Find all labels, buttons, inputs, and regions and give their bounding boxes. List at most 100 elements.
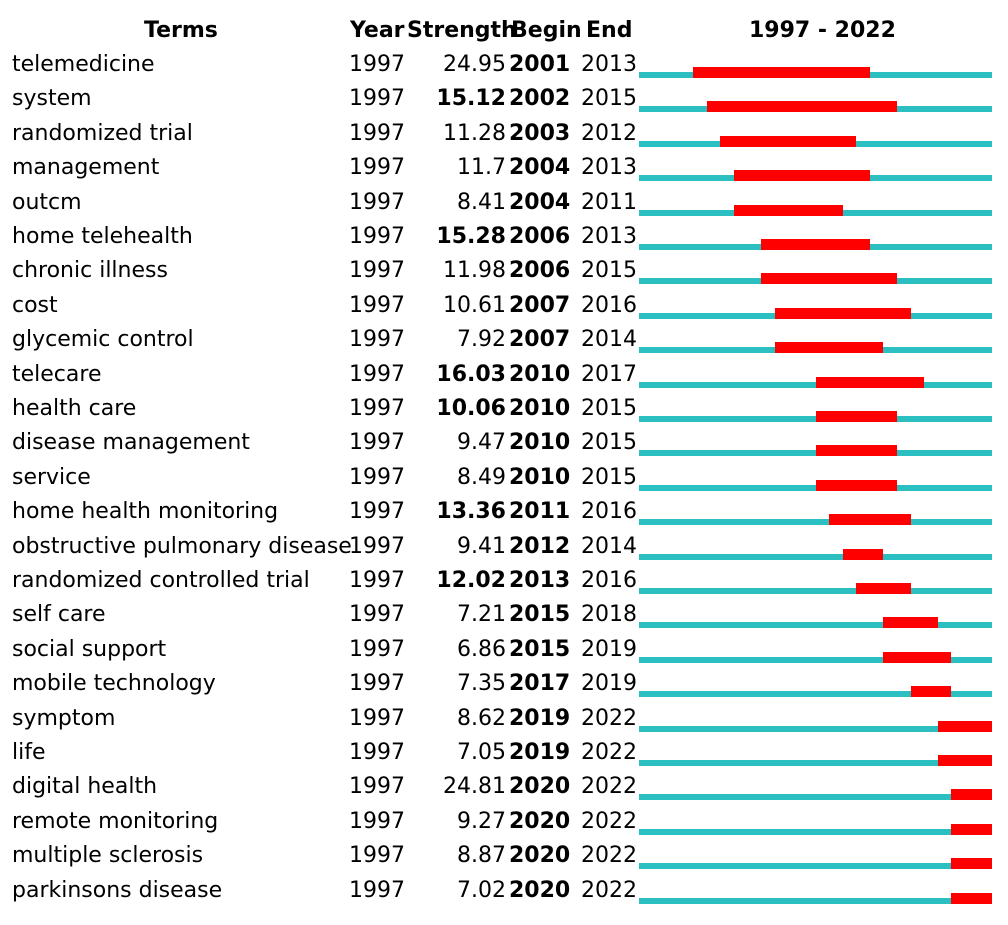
end-value: 2014 [581, 327, 637, 353]
begin-value: 2019 [509, 740, 571, 765]
burst-bar [910, 686, 952, 698]
term-label: remote monitoring [12, 808, 219, 834]
begin-value: 2020 [509, 808, 571, 834]
strength-value: 7.35 [457, 671, 506, 697]
year-value: 1997 [349, 705, 405, 731]
year-value: 1997 [349, 258, 405, 284]
burst-bar [774, 342, 884, 354]
burst-bar [951, 858, 992, 870]
begin-value: 2020 [509, 774, 571, 800]
burst-bar [693, 67, 870, 78]
end-value: 2019 [581, 671, 637, 697]
strength-value: 13.36 [436, 499, 506, 525]
begin-value: 2010 [509, 464, 571, 490]
strength-value: 8.49 [457, 464, 506, 490]
end-value: 2022 [581, 705, 637, 731]
timeline-baseline [639, 760, 992, 766]
end-value: 2011 [581, 189, 637, 215]
term-label: randomized trial [12, 120, 193, 146]
end-value: 2018 [581, 602, 637, 628]
year-value: 1997 [349, 224, 405, 249]
begin-value: 2006 [509, 224, 571, 249]
term-label: cost [12, 292, 58, 318]
strength-value: 24.81 [443, 774, 506, 800]
end-value: 2016 [581, 292, 637, 318]
begin-value: 2010 [509, 396, 571, 421]
term-label: self care [12, 602, 106, 628]
begin-value: 2015 [509, 602, 571, 628]
begin-value: 2007 [509, 292, 571, 318]
year-value: 1997 [349, 361, 405, 387]
strength-value: 10.61 [443, 292, 506, 318]
strength-value: 24.95 [443, 52, 506, 77]
term-label: life [12, 740, 46, 765]
strength-value: 10.06 [436, 396, 506, 421]
end-value: 2013 [581, 224, 637, 249]
timeline-baseline [639, 725, 992, 732]
year-value: 1997 [349, 396, 405, 421]
term-label: mobile technology [12, 671, 216, 697]
timeline-baseline [639, 897, 992, 904]
burst-bar [951, 789, 992, 801]
term-label: multiple sclerosis [12, 843, 204, 869]
year-value: 1997 [349, 808, 405, 834]
strength-value: 7.92 [457, 327, 506, 353]
term-label: randomized controlled trial [12, 568, 310, 593]
header-end: End [586, 18, 633, 43]
year-value: 1997 [349, 568, 405, 593]
end-value: 2022 [581, 774, 637, 800]
year-value: 1997 [349, 86, 405, 112]
end-value: 2012 [581, 120, 637, 146]
end-value: 2019 [581, 636, 637, 662]
year-value: 1997 [349, 533, 405, 559]
burst-bar [883, 651, 952, 663]
end-value: 2022 [581, 808, 637, 834]
term-label: home telehealth [12, 224, 193, 249]
term-label: outcm [12, 189, 82, 215]
end-value: 2015 [581, 86, 637, 112]
strength-value: 7.21 [457, 602, 506, 628]
begin-value: 2001 [509, 52, 571, 77]
year-value: 1997 [349, 464, 405, 490]
burst-bar [856, 583, 911, 594]
burst-bar [951, 823, 992, 835]
strength-value: 7.05 [457, 740, 506, 765]
year-value: 1997 [349, 430, 405, 456]
begin-value: 2002 [509, 86, 571, 112]
year-value: 1997 [349, 499, 405, 525]
begin-value: 2010 [509, 361, 571, 387]
term-label: home health monitoring [12, 499, 279, 525]
burst-bar [815, 479, 897, 491]
term-label: telecare [12, 361, 102, 387]
begin-value: 2004 [509, 155, 571, 181]
term-label: glycemic control [12, 327, 194, 353]
strength-value: 11.7 [457, 155, 506, 181]
end-value: 2022 [581, 740, 637, 765]
begin-value: 2006 [509, 258, 571, 284]
burst-bar [761, 273, 897, 285]
year-value: 1997 [349, 189, 405, 215]
burst-bar [842, 548, 884, 560]
year-value: 1997 [349, 327, 405, 353]
end-value: 2016 [581, 568, 637, 593]
burst-bar [937, 755, 992, 766]
begin-value: 2010 [509, 430, 571, 456]
begin-value: 2015 [509, 636, 571, 662]
begin-value: 2020 [509, 877, 571, 903]
strength-value: 9.47 [457, 430, 506, 456]
begin-value: 2003 [509, 120, 571, 146]
strength-value: 11.28 [443, 120, 506, 146]
term-label: disease management [12, 430, 250, 456]
burst-bar [706, 101, 897, 113]
timeline-baseline [639, 863, 992, 870]
term-label: health care [12, 396, 137, 421]
burst-bar [734, 204, 843, 216]
end-value: 2015 [581, 464, 637, 490]
begin-value: 2020 [509, 843, 571, 869]
timeline-baseline [639, 553, 992, 560]
year-value: 1997 [349, 774, 405, 800]
burst-bar [774, 307, 911, 319]
end-value: 2022 [581, 843, 637, 869]
year-value: 1997 [349, 602, 405, 628]
